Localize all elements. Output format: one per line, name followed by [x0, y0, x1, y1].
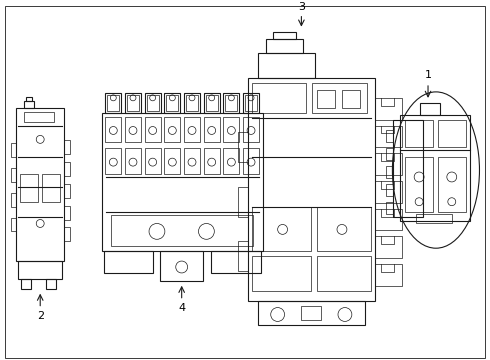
Bar — [167, 95, 178, 111]
Bar — [160, 251, 203, 281]
Bar — [238, 132, 248, 162]
Bar — [22, 279, 31, 289]
Bar — [10, 168, 17, 182]
Text: 1: 1 — [424, 70, 432, 80]
Bar — [342, 90, 360, 108]
Bar — [64, 140, 70, 154]
Bar — [147, 95, 159, 111]
Bar — [387, 202, 393, 213]
Bar — [374, 98, 402, 120]
Bar — [184, 117, 200, 142]
Bar — [252, 256, 311, 291]
Bar — [145, 148, 161, 174]
Bar — [184, 93, 200, 113]
Bar — [184, 148, 200, 174]
Bar — [258, 301, 365, 325]
Text: 4: 4 — [178, 303, 185, 312]
Bar — [312, 83, 367, 113]
Bar — [24, 112, 54, 122]
Bar — [243, 148, 259, 174]
Bar — [374, 264, 402, 286]
Bar — [206, 95, 218, 111]
Bar — [225, 95, 237, 111]
Bar — [387, 184, 393, 196]
Bar — [405, 120, 433, 147]
Bar — [374, 209, 402, 230]
Bar — [165, 148, 180, 174]
Bar — [387, 148, 393, 160]
Bar — [103, 251, 153, 273]
Bar — [238, 241, 248, 271]
Bar — [400, 114, 469, 221]
Bar — [64, 162, 70, 176]
Bar — [46, 279, 56, 289]
Bar — [374, 153, 402, 175]
Bar — [273, 32, 296, 40]
Bar — [125, 148, 141, 174]
Bar — [243, 93, 259, 113]
Bar — [211, 251, 261, 273]
Bar — [64, 184, 70, 198]
Bar — [111, 215, 253, 246]
Bar — [243, 117, 259, 142]
Bar — [107, 95, 119, 111]
Bar — [317, 256, 370, 291]
Bar — [223, 117, 239, 142]
Bar — [393, 120, 423, 217]
Bar — [387, 166, 393, 178]
Text: 2: 2 — [37, 311, 44, 320]
Bar — [387, 130, 393, 142]
Bar — [252, 207, 311, 251]
Bar — [258, 53, 315, 78]
Bar — [42, 174, 60, 202]
Bar — [317, 207, 370, 251]
Bar — [317, 90, 335, 108]
Bar — [204, 148, 220, 174]
Bar — [17, 108, 64, 261]
Bar — [438, 157, 466, 212]
Bar — [252, 83, 306, 113]
Bar — [10, 143, 17, 157]
Bar — [374, 181, 402, 203]
Bar — [248, 78, 374, 301]
Bar — [19, 261, 62, 279]
Bar — [223, 148, 239, 174]
Bar — [127, 95, 139, 111]
Bar — [64, 228, 70, 241]
Bar — [64, 206, 70, 220]
Bar — [204, 117, 220, 142]
Bar — [165, 117, 180, 142]
Bar — [204, 93, 220, 113]
Bar — [145, 117, 161, 142]
Bar — [10, 193, 17, 207]
Bar — [165, 93, 180, 113]
Bar — [105, 117, 121, 142]
Bar — [26, 97, 32, 101]
Bar — [21, 174, 38, 202]
Bar — [105, 93, 121, 113]
Bar — [266, 40, 303, 53]
Bar — [405, 157, 433, 212]
Bar — [105, 148, 121, 174]
Bar — [374, 236, 402, 258]
Bar — [186, 95, 198, 111]
Bar — [374, 126, 402, 147]
Bar — [101, 113, 263, 251]
Bar — [24, 101, 34, 108]
Bar — [245, 95, 257, 111]
Bar — [125, 93, 141, 113]
Bar — [10, 217, 17, 231]
Bar — [416, 213, 452, 224]
Bar — [420, 103, 440, 114]
Bar — [301, 306, 321, 320]
Bar — [145, 93, 161, 113]
Bar — [438, 120, 466, 147]
Bar — [238, 187, 248, 217]
Bar — [223, 93, 239, 113]
Bar — [125, 117, 141, 142]
Text: 3: 3 — [298, 2, 305, 12]
